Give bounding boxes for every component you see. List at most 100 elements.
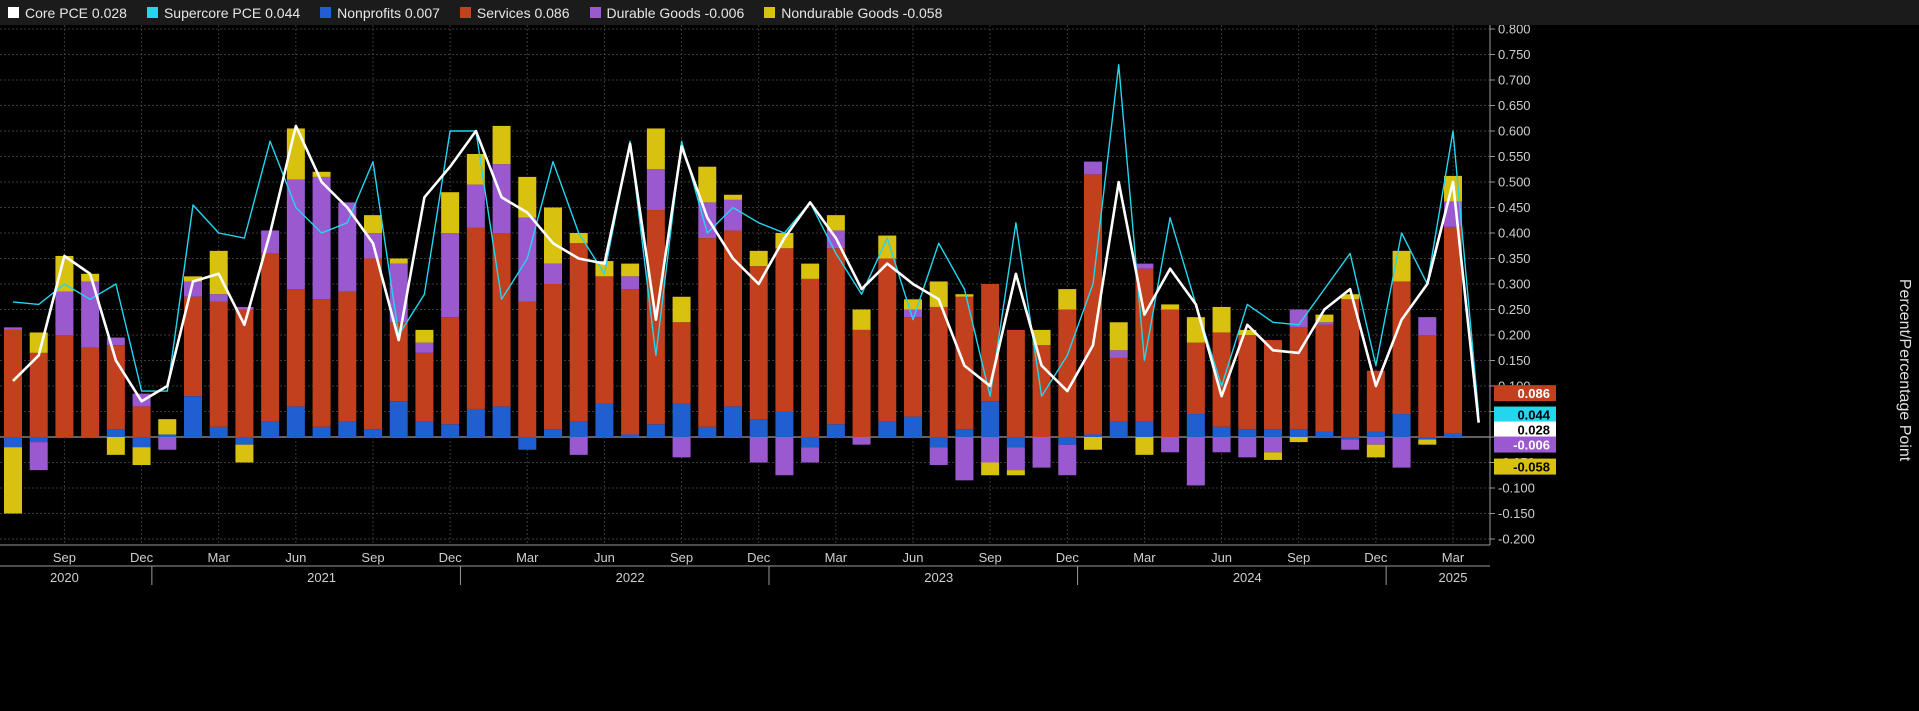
- bar-segment-nonprofits: [389, 401, 408, 437]
- bar-segment-nonprofits: [1366, 431, 1385, 437]
- bar-segment-services: [81, 347, 100, 437]
- bar-segment-nondurable-goods: [55, 255, 74, 292]
- bar-segment-nonprofits: [1341, 437, 1360, 440]
- end-label-text: 0.044: [1517, 408, 1550, 423]
- x-tick-month: Dec: [130, 550, 154, 565]
- x-tick-month: Sep: [979, 550, 1002, 565]
- y-tick-label: 0.750: [1498, 47, 1531, 62]
- bar-segment-nonprofits: [1392, 414, 1411, 437]
- bar-segment-services: [286, 289, 305, 407]
- line-core-pce: [12, 124, 1480, 423]
- bar-segment-nondurable-goods: [904, 299, 922, 310]
- bar-segment-durable-goods: [1006, 447, 1025, 471]
- bar-segment-nonprofits: [1418, 437, 1437, 440]
- bar-segment-nondurable-goods: [981, 462, 1000, 476]
- x-axis: Sep Dec Mar Jun Sep Dec Mar Jun Sep Dec Mar Jun Sep D…: [0, 544, 1490, 585]
- bar-segment-nonprofits: [1315, 431, 1334, 437]
- x-tick-month: Sep: [1287, 550, 1310, 565]
- bar-segment-durable-goods: [286, 179, 305, 290]
- legend-swatch: [8, 7, 19, 18]
- x-tick-month: Mar: [516, 550, 539, 565]
- x-tick-month: Sep: [670, 550, 693, 565]
- bar-segment-durable-goods: [544, 263, 562, 284]
- bar-segment-nonprofits: [441, 424, 460, 437]
- bar-segment-nondurable-goods: [1418, 439, 1437, 445]
- x-tick-month: Jun: [1211, 550, 1232, 565]
- legend-item[interactable]: Durable Goods -0.006: [589, 4, 745, 21]
- bar-segment-services: [55, 335, 74, 437]
- legend-label: Durable Goods -0.006: [606, 4, 745, 21]
- y-tick-label: 0.550: [1498, 149, 1531, 164]
- bar-segment-durable-goods: [1109, 350, 1128, 358]
- bar-segment-services: [492, 233, 511, 407]
- bar-segment-services: [724, 230, 742, 407]
- legend-label: Services 0.086: [476, 4, 570, 21]
- bar-segment-nonprofits: [1264, 429, 1282, 437]
- y-tick-label: 0.250: [1498, 302, 1531, 317]
- x-tick-month: Jun: [594, 550, 615, 565]
- bar-segment-services: [1418, 335, 1437, 437]
- bar-segment-durable-goods: [106, 337, 125, 346]
- bar-segment-nonprofits: [158, 434, 177, 437]
- bar-segment-nonprofits: [4, 437, 22, 448]
- bar-segment-nondurable-goods: [698, 166, 717, 203]
- bar-segment-nondurable-goods: [1238, 329, 1257, 335]
- lines: [12, 64, 1480, 423]
- y-tick-label: -0.150: [1498, 506, 1535, 521]
- bar-segment-nondurable-goods: [595, 261, 614, 277]
- bar-segment-services: [1006, 329, 1025, 437]
- bar-segment-nonprofits: [672, 403, 691, 437]
- bar-segment-durable-goods: [158, 437, 177, 450]
- bar-segment-nonprofits: [235, 437, 254, 445]
- legend-item[interactable]: Core PCE 0.028: [8, 5, 127, 21]
- bar-segment-durable-goods: [1084, 161, 1102, 175]
- bar-segment-services: [312, 299, 331, 427]
- bar-segment-services: [364, 258, 382, 430]
- bar-segment-durable-goods: [955, 437, 974, 481]
- bar-segment-nonprofits: [209, 426, 228, 437]
- bar-segment-durable-goods: [1238, 437, 1257, 458]
- legend-item[interactable]: Services 0.086: [459, 4, 570, 21]
- bar-segment-nonprofits: [132, 437, 151, 448]
- bar-segment-nondurable-goods: [518, 176, 537, 218]
- bar-segment-services: [1444, 226, 1462, 434]
- bar-segment-services: [569, 243, 588, 422]
- bar-segment-durable-goods: [4, 327, 22, 330]
- legend-item[interactable]: Nonprofits 0.007: [320, 5, 440, 21]
- bar-segment-nondurable-goods: [672, 296, 691, 323]
- bar-segment-services: [415, 352, 434, 422]
- bar-segment-nonprofits: [1006, 437, 1025, 448]
- y-tick-label: 0.650: [1498, 98, 1531, 113]
- bar-segment-services: [518, 301, 537, 437]
- bar-segment-services: [749, 266, 768, 420]
- bar-segment-durable-goods: [724, 199, 742, 231]
- bar-segment-durable-goods: [801, 447, 820, 463]
- bar-segment-durable-goods: [569, 437, 588, 455]
- bar-segment-services: [878, 258, 897, 422]
- end-label: 0.086: [1494, 385, 1556, 402]
- bar-segment-durable-goods: [981, 437, 1000, 463]
- bar-segment-nonprofits: [1444, 433, 1462, 437]
- y-axis-title: Percent/Percentage Point: [1896, 279, 1913, 462]
- bar-segment-services: [1264, 340, 1282, 430]
- bar-segment-services: [826, 248, 845, 425]
- legend-item[interactable]: Supercore PCE 0.044: [146, 5, 300, 21]
- y-tick-label: 0.200: [1498, 328, 1531, 343]
- bar-segment-nondurable-goods: [646, 128, 665, 170]
- legend-item[interactable]: Nondurable Goods -0.058: [764, 5, 942, 21]
- bar-segment-nonprofits: [955, 429, 974, 437]
- x-tick-month: Jun: [903, 550, 924, 565]
- bar-segment-nondurable-goods: [801, 263, 820, 279]
- bars: [4, 125, 1462, 514]
- legend-swatch: [146, 7, 158, 18]
- bar-segment-services: [1315, 324, 1334, 432]
- bar-segment-durable-goods: [1161, 437, 1180, 453]
- bar-segment-nondurable-goods: [1264, 452, 1282, 460]
- bar-segment-services: [1032, 345, 1051, 437]
- legend-swatch: [764, 7, 776, 18]
- bar-segment-services: [1109, 357, 1128, 422]
- y-tick-label: 0.450: [1498, 200, 1531, 215]
- bar-segment-nonprofits: [1289, 429, 1308, 437]
- legend-label: Nondurable Goods -0.058: [781, 4, 943, 21]
- bar-segment-nondurable-goods: [929, 281, 948, 307]
